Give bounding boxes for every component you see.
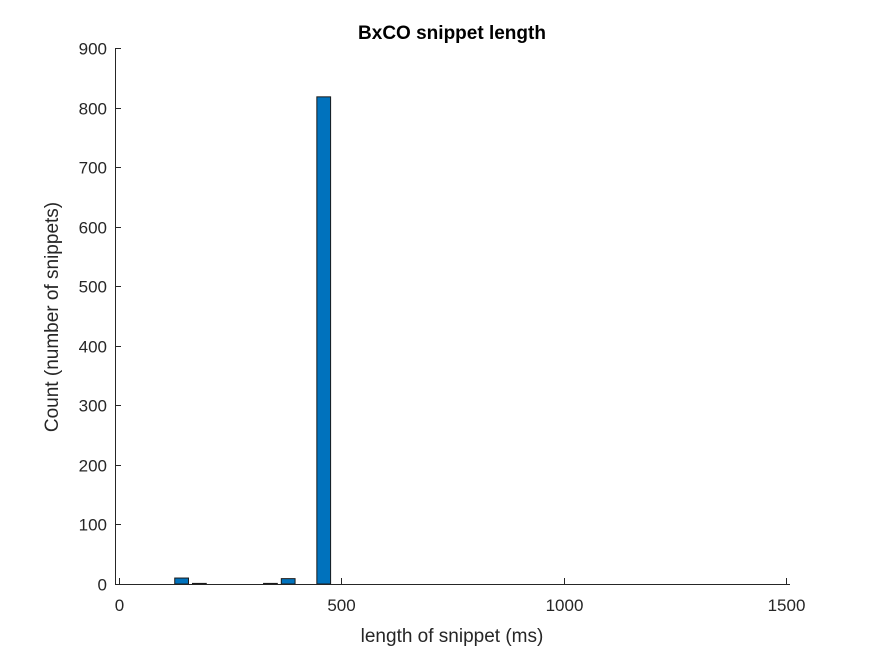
y-tick-label: 700 (79, 159, 107, 178)
y-tick-label: 500 (79, 278, 107, 297)
bars-group (174, 96, 332, 585)
histogram-bar (191, 582, 207, 585)
x-tick-label: 0 (115, 596, 124, 615)
y-tick-label: 400 (79, 338, 107, 357)
histogram-bar (174, 577, 189, 585)
y-ticks-group: 0 100 200 300 400 500 600 700 800 900 (79, 40, 121, 595)
x-ticks-group: 0 500 1000 1500 (115, 578, 806, 615)
y-tick-label: 600 (79, 219, 107, 238)
chart-title: BxCO snippet length (358, 23, 546, 44)
x-tick-label: 1000 (546, 596, 584, 615)
x-tick-label: 1500 (768, 596, 806, 615)
y-tick-label: 0 (98, 576, 107, 595)
y-tick-label: 200 (79, 457, 107, 476)
histogram-bar (316, 96, 332, 585)
histogram-bar (280, 578, 296, 585)
y-tick-label: 900 (79, 40, 107, 59)
y-tick-label: 800 (79, 100, 107, 119)
y-tick-label: 300 (79, 397, 107, 416)
histogram-bar (263, 582, 278, 585)
x-axis-label: length of snippet (ms) (361, 626, 544, 647)
x-tick-label: 500 (327, 596, 355, 615)
axes-group (115, 48, 790, 585)
y-axis-label: Count (number of snippets) (42, 202, 63, 432)
y-tick-label: 100 (79, 516, 107, 535)
